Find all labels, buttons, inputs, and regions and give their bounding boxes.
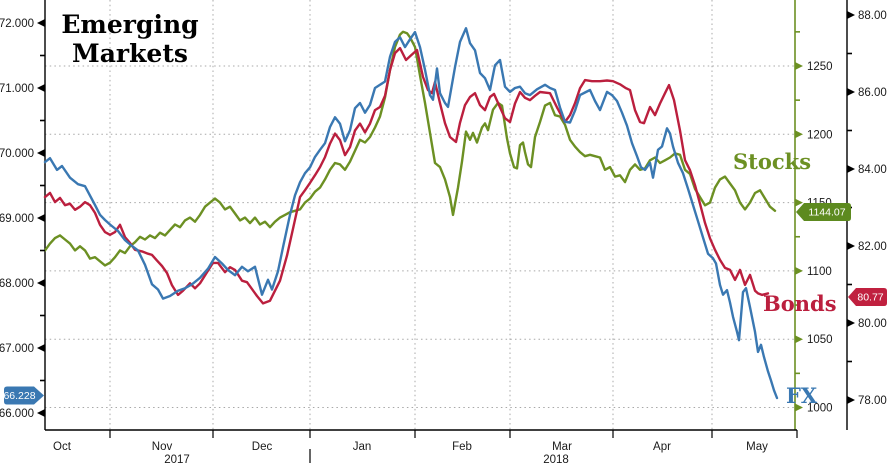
fx-series-label: FX	[786, 383, 818, 408]
bonds-axis-tick	[847, 165, 855, 173]
x-axis-month-label: Oct	[53, 441, 72, 453]
bonds-axis-tick-label: 80.00	[858, 318, 887, 330]
bonds-axis-tick	[847, 319, 855, 327]
fx-value-badge-text: 66.228	[3, 390, 35, 402]
stocks-series-label: Stocks	[733, 149, 811, 174]
x-axis-year-label: 2017	[164, 454, 190, 466]
x-axis-month-label: Mar	[552, 441, 572, 453]
stocks-axis-tick	[795, 130, 803, 139]
chart-title-line2: Markets	[72, 39, 188, 68]
stocks-axis-tick	[795, 266, 803, 275]
bonds-axis-tick	[847, 242, 855, 250]
stocks-axis-tick-label: 1000	[807, 403, 833, 415]
stocks-value-badge: 1144.07	[796, 203, 851, 221]
stocks-axis-tick	[795, 198, 803, 207]
fx-axis-tick	[37, 19, 45, 27]
x-axis-month-label: May	[746, 441, 768, 453]
fx-axis-tick-label: 69.000	[0, 213, 34, 225]
gridlines	[45, 0, 795, 430]
x-axis-month-label: Jan	[353, 441, 372, 453]
fx-axis-tick	[37, 149, 45, 157]
fx-axis-tick-label: 66.000	[0, 408, 34, 420]
fx-axis-tick	[37, 344, 45, 352]
fx-series-line	[43, 27, 779, 400]
stocks-axis-tick-label: 1050	[807, 334, 833, 346]
stocks-axis-tick-label: 1100	[807, 266, 832, 278]
bonds-axis-tick	[847, 11, 855, 19]
x-axis-month-label: Feb	[452, 441, 472, 453]
fx-value-badge: 66.228	[3, 386, 44, 405]
bonds-axis-tick-label: 82.00	[858, 241, 887, 253]
bonds-value-badge: 80.77	[848, 288, 887, 306]
fx-axis-tick-label: 72.000	[0, 18, 34, 30]
bonds-axis-tick-label: 84.00	[858, 164, 887, 176]
fx-axis-tick-label: 67.000	[0, 343, 34, 355]
bonds-axis-tick-label: 86.00	[858, 87, 887, 99]
stocks-axis-tick	[795, 62, 803, 70]
x-axis-month-label: Dec	[252, 441, 273, 453]
chart-title-line1: Emerging	[61, 10, 198, 39]
fx-axis-tick	[37, 409, 45, 417]
bonds-series-label: Bonds	[763, 291, 837, 316]
series-lines	[43, 27, 779, 400]
stocks-axis-tick-label: 1200	[807, 129, 833, 141]
stocks-axis-tick-label: 1250	[807, 61, 833, 73]
bonds-axis-tick-label: 88.00	[858, 10, 887, 22]
fx-axis-tick-label: 68.000	[0, 278, 34, 290]
fx-axis-tick-label: 70.000	[0, 148, 34, 160]
bonds-series-line	[43, 46, 770, 305]
x-axis: Oct Nov Dec Jan Feb Mar Apr May 2017 2018	[53, 430, 798, 466]
stocks-axis-tick	[795, 335, 803, 344]
fx-axis-tick-label: 71.000	[0, 83, 34, 95]
fx-axis-tick	[37, 214, 45, 222]
fx-axis-tick	[37, 84, 45, 92]
stocks-value-badge-text: 1144.07	[808, 207, 845, 219]
bonds-axis-tick	[847, 396, 855, 404]
stocks-axis-tick	[795, 403, 803, 412]
fx-axis-tick	[37, 279, 45, 287]
x-axis-year-label: 2018	[543, 454, 569, 466]
x-axis-month-label: Apr	[653, 441, 671, 453]
bonds-axis-tick	[847, 88, 855, 96]
bonds-axis-tick-label: 78.00	[858, 395, 887, 407]
axis-ticks: 72.000 71.000 70.000 69.000 68.000 67.000 66.0…	[0, 10, 887, 420]
x-axis-month-label: Nov	[152, 441, 173, 453]
bonds-value-badge-text: 80.77	[857, 292, 883, 304]
